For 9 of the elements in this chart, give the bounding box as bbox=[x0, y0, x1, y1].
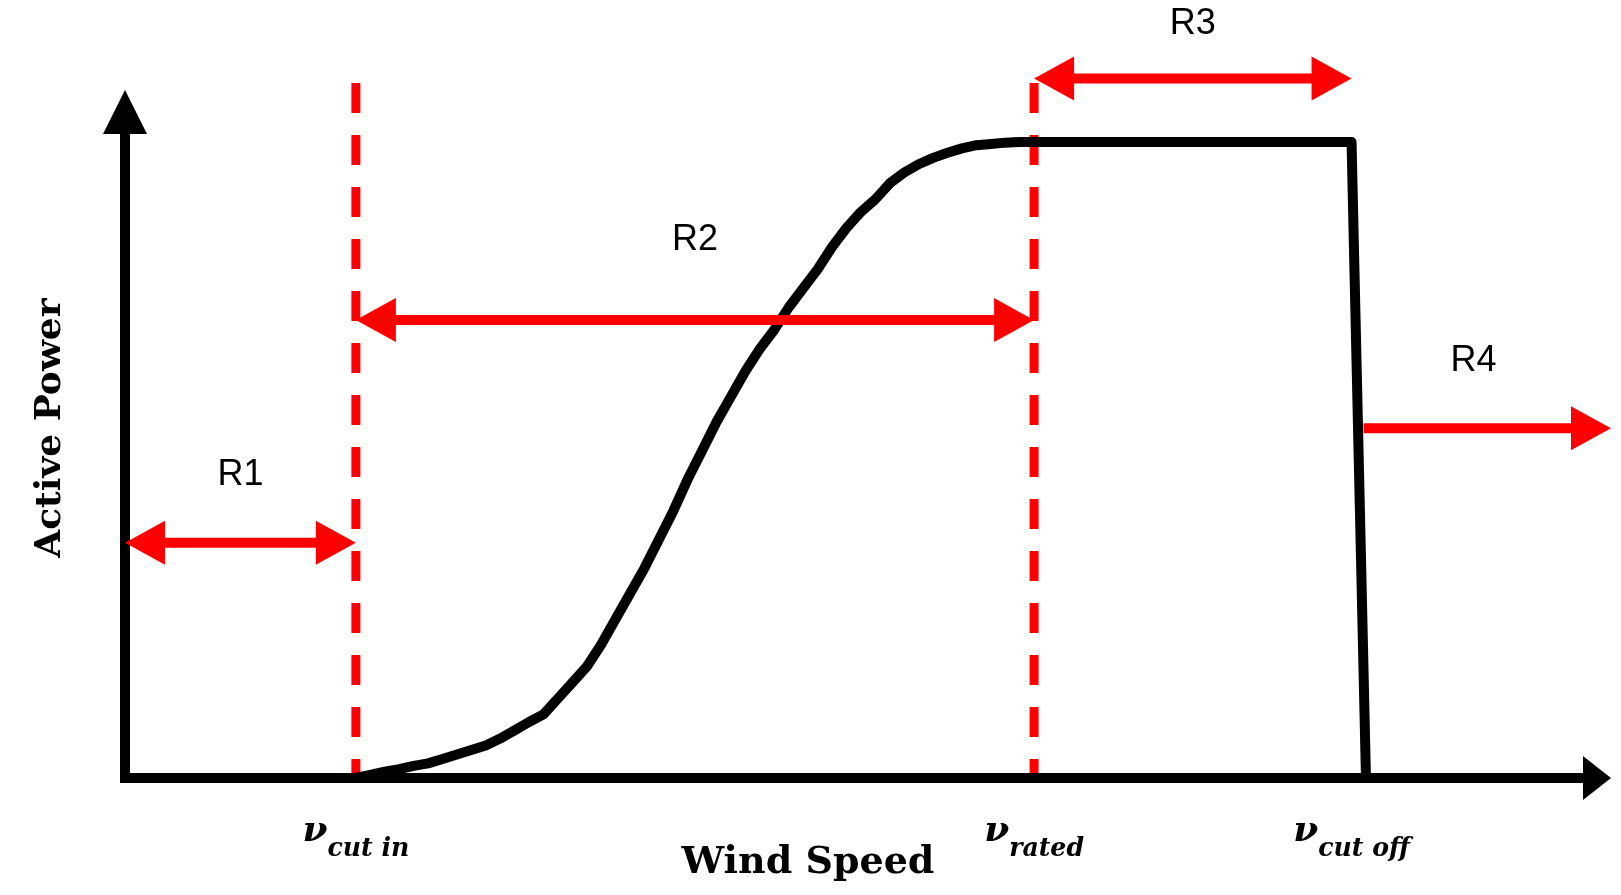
x-axis-title: Wind Speed bbox=[680, 837, 935, 882]
text: R3 bbox=[1169, 0, 1216, 42]
annotation: R1 bbox=[217, 452, 264, 494]
x-tick-label: ν$_{cut off}$ bbox=[1293, 807, 1415, 862]
x-tick-label: ν$_{cut in}$ bbox=[302, 807, 410, 862]
annotation: R2 bbox=[671, 217, 718, 259]
x-tick-label: ν$_{rated}$ bbox=[984, 807, 1085, 862]
annotation: R4 bbox=[1450, 337, 1497, 379]
y-axis-title: Active Power bbox=[26, 297, 68, 559]
